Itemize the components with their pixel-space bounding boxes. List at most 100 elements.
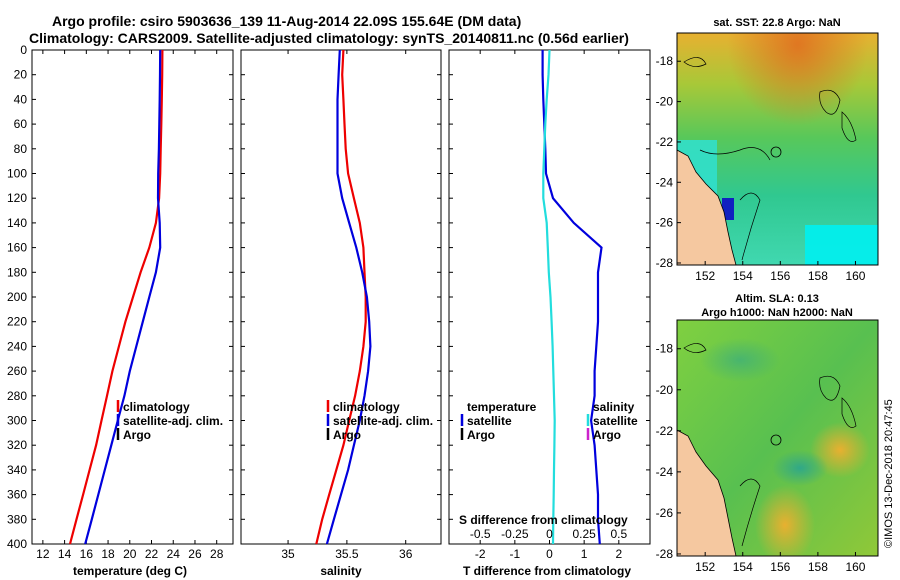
legend-argo: Argo (123, 428, 151, 442)
axis-ticks (32, 49, 650, 545)
depth-tick-label: 300 (7, 414, 27, 428)
depth-tick-label: 360 (7, 488, 27, 502)
legend-s-satellite: satellite (593, 414, 638, 428)
difference-legend: temperature satellite Argo salinity sate… (460, 400, 638, 442)
sst-argo-position (770, 146, 782, 158)
legend-satellite-adj: satellite-adj. clim. (123, 414, 223, 428)
legend-t-satellite: satellite (467, 414, 512, 428)
legend-argo: Argo (333, 428, 361, 442)
series-line-climatology (315, 49, 367, 545)
temperature-legend: climatology satellite-adj. clim. Argo (116, 400, 223, 442)
depth-tick-label: 140 (7, 216, 27, 230)
map-x-tick-label: 160 (845, 560, 865, 574)
map-x-tick-label: 152 (695, 560, 715, 574)
map-y-tick-label: -24 (656, 175, 674, 189)
header-line2: Climatology: CARS2009. Satellite-adjuste… (29, 30, 629, 46)
x-tick-label: 2 (615, 547, 622, 561)
depth-tick-label: 220 (7, 315, 27, 329)
series-line-climatology (68, 49, 164, 545)
depth-tick-label: 0 (20, 43, 27, 57)
salinity-xlabel: salinity (320, 564, 362, 578)
x-tick-label: 18 (101, 547, 115, 561)
series-line-satellite-adj-clim- (84, 49, 162, 545)
depth-tick-label: 160 (7, 241, 27, 255)
depth-tick-label: 60 (14, 117, 28, 131)
legend-climatology: climatology (123, 400, 190, 414)
map-x-tick-label: 154 (733, 269, 753, 283)
x-tick-label: 14 (58, 547, 72, 561)
legend-salinity-title: salinity (593, 400, 635, 414)
depth-tick-labels: 0 20 40 60 80 100 120 140 160 180 200 220 240 260 280 3… (7, 43, 27, 551)
salinity-legend: climatology satellite-adj. clim. Argo (326, 400, 433, 442)
sla-coastline (677, 429, 737, 556)
map-y-tick-label: -20 (656, 95, 674, 109)
legend-temperature-title: temperature (467, 400, 537, 414)
map-y-tick-label: -18 (656, 54, 674, 68)
x-tick-label: 16 (80, 547, 94, 561)
depth-tick-label: 40 (14, 92, 28, 106)
sst-coastline (677, 149, 737, 265)
x-tick-label: 22 (145, 547, 159, 561)
map-x-tick-label: 152 (695, 269, 715, 283)
sla-land (677, 430, 736, 556)
x-tick-label: 1 (581, 547, 588, 561)
sst-map: sat. SST: 22.8 Argo: NaN 152 154 156 158 160… (656, 17, 879, 283)
s-tick-label: -0.5 (470, 527, 491, 541)
map-x-tick-label: 158 (808, 269, 828, 283)
profile-series (68, 49, 603, 545)
x-tick-label: 12 (36, 547, 50, 561)
sla-map-title2: Argo h1000: NaN h2000: NaN (701, 307, 853, 319)
header-line1: Argo profile: csiro 5903636_139 11-Aug-2… (52, 13, 521, 29)
depth-tick-label: 320 (7, 438, 27, 452)
s-difference-title: S difference from climatology (459, 513, 628, 527)
legend-climatology: climatology (333, 400, 400, 414)
sst-bathymetry (683, 57, 857, 261)
sla-bathymetry (683, 343, 857, 547)
map-y-tick-label: -26 (656, 216, 674, 230)
x-tick-label: 28 (210, 547, 224, 561)
map-y-tick-label: -22 (656, 424, 674, 438)
x-tick-label: 36 (399, 547, 413, 561)
map-x-tick-label: 158 (808, 560, 828, 574)
depth-tick-label: 260 (7, 364, 27, 378)
sla-map-title1: Altim. SLA: 0.13 (735, 293, 819, 305)
s-difference-ticks: -0.5 -0.25 0 0.25 0.5 (470, 527, 628, 541)
sla-map-frame (676, 319, 879, 557)
x-tick-label: 0 (546, 547, 553, 561)
map-y-tick-label: -28 (656, 547, 674, 561)
sla-argo-position (770, 434, 782, 446)
legend-s-argo: Argo (593, 428, 621, 442)
s-tick-label: 0 (546, 527, 553, 541)
x-tick-label: 35 (281, 547, 295, 561)
depth-tick-label: 20 (14, 68, 28, 82)
series-line-satellite-adj-clim- (325, 49, 372, 545)
map-x-tick-label: 156 (770, 560, 790, 574)
credit-text: ©IMOS 13-Dec-2018 20:47:45 (883, 399, 895, 548)
map-y-tick-label: -22 (656, 135, 674, 149)
map-y-tick-label: -26 (656, 506, 674, 520)
x-tick-label: 35.5 (335, 547, 359, 561)
depth-tick-label: 120 (7, 191, 27, 205)
difference-xlabel: T difference from climatology (463, 564, 631, 578)
map-y-tick-label: -18 (656, 342, 674, 356)
sst-map-title: sat. SST: 22.8 Argo: NaN (713, 17, 840, 29)
map-y-tick-label: -24 (656, 465, 674, 479)
x-tick-label: -1 (510, 547, 521, 561)
sst-land (677, 150, 736, 265)
s-tick-label: 0.5 (610, 527, 627, 541)
sst-dark-patch (722, 198, 734, 220)
depth-tick-label: 280 (7, 389, 27, 403)
legend-satellite-adj: satellite-adj. clim. (333, 414, 433, 428)
map-y-tick-label: -28 (656, 256, 674, 270)
legend-t-argo: Argo (467, 428, 495, 442)
sst-cool-south (805, 225, 878, 265)
series-line-s-satellite (542, 49, 556, 545)
x-tick-label: 24 (167, 547, 181, 561)
depth-tick-label: 380 (7, 512, 27, 526)
map-x-tick-label: 154 (733, 560, 753, 574)
sla-low-north (700, 338, 780, 382)
depth-tick-label: 100 (7, 167, 27, 181)
sla-ticks: 152 154 156 158 160 -18 -20 -22 -24 -26 -28 (656, 342, 866, 574)
map-y-tick-label: -20 (656, 383, 674, 397)
